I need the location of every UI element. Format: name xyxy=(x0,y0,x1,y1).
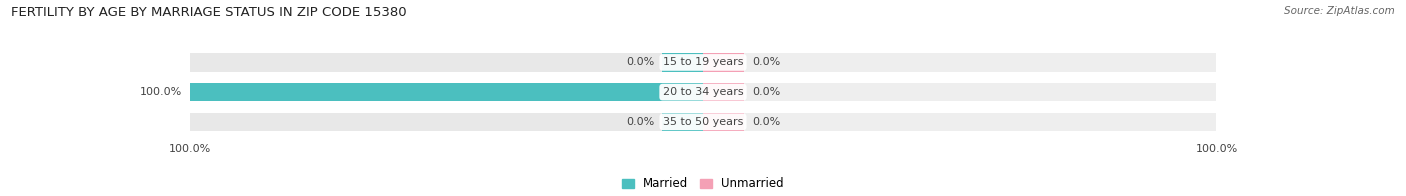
Text: 0.0%: 0.0% xyxy=(752,57,780,67)
Text: 0.0%: 0.0% xyxy=(752,117,780,127)
Bar xyxy=(703,53,744,72)
Text: 15 to 19 years: 15 to 19 years xyxy=(662,57,744,67)
Bar xyxy=(703,83,1216,101)
Bar xyxy=(662,53,703,72)
Bar xyxy=(703,53,1216,72)
Bar xyxy=(190,83,703,101)
Bar xyxy=(703,113,1216,131)
Text: 35 to 50 years: 35 to 50 years xyxy=(662,117,744,127)
Text: Source: ZipAtlas.com: Source: ZipAtlas.com xyxy=(1284,6,1395,16)
Text: 100.0%: 100.0% xyxy=(139,87,181,97)
Text: 0.0%: 0.0% xyxy=(626,117,654,127)
Bar xyxy=(703,113,744,131)
Text: FERTILITY BY AGE BY MARRIAGE STATUS IN ZIP CODE 15380: FERTILITY BY AGE BY MARRIAGE STATUS IN Z… xyxy=(11,6,406,19)
Text: 0.0%: 0.0% xyxy=(752,87,780,97)
Bar xyxy=(703,83,744,101)
Legend: Married, Unmarried: Married, Unmarried xyxy=(617,172,789,195)
Bar xyxy=(190,113,703,131)
Bar xyxy=(662,113,703,131)
Bar xyxy=(190,53,703,72)
Bar xyxy=(190,83,703,101)
Text: 0.0%: 0.0% xyxy=(626,57,654,67)
Text: 20 to 34 years: 20 to 34 years xyxy=(662,87,744,97)
